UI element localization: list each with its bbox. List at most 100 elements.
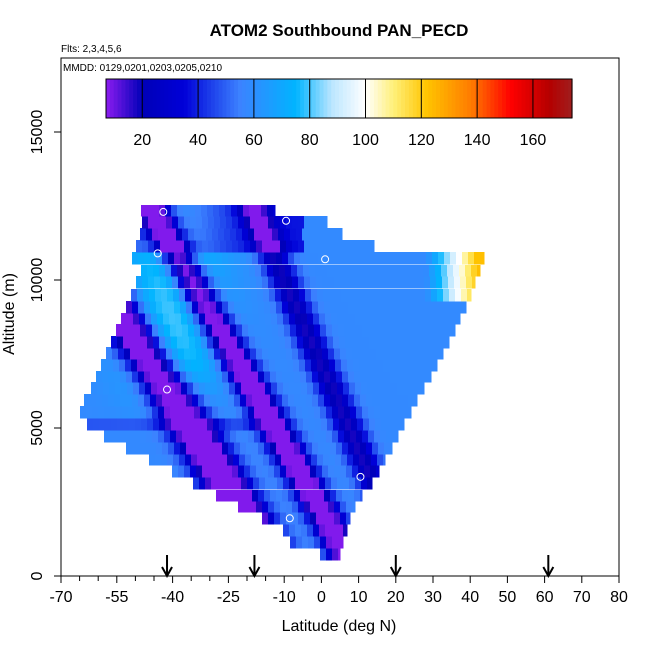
heatmap-cell: [380, 430, 387, 443]
heatmap-cell: [164, 406, 171, 419]
heatmap-cell: [136, 276, 143, 289]
heatmap-cell: [318, 371, 325, 383]
heatmap-cell: [244, 216, 251, 229]
heatmap-cell: [330, 394, 337, 407]
heatmap-cell: [330, 490, 337, 502]
heatmap-cell: [309, 265, 316, 277]
heatmap-cell: [353, 289, 360, 302]
heatmap-cell: [152, 430, 159, 443]
heatmap-cell: [375, 418, 382, 431]
heatmap-cell: [323, 289, 330, 302]
heatmap-cell: [193, 382, 200, 395]
heatmap-cell: [316, 501, 323, 513]
heatmap-cell: [402, 252, 409, 265]
heatmap-cell: [365, 359, 372, 372]
heatmap-cell: [302, 406, 309, 419]
heatmap-cell: [150, 252, 157, 265]
heatmap-cell: [322, 465, 329, 478]
colorbar-segment: [513, 79, 519, 118]
heatmap-cell: [339, 265, 346, 277]
heatmap-cell: [441, 265, 448, 277]
heatmap-cell: [262, 276, 269, 289]
heatmap-cell: [251, 453, 258, 466]
colorbar-segment: [401, 79, 406, 118]
x-tick-label: -40: [161, 589, 184, 606]
heatmap-cell: [169, 313, 176, 325]
heatmap-cell: [191, 453, 198, 466]
heatmap-cell: [386, 406, 393, 419]
heatmap-cell: [228, 442, 235, 455]
heatmap-cell: [142, 216, 149, 229]
heatmap-cell: [215, 359, 222, 372]
heatmap-cell: [318, 490, 325, 502]
heatmap-cell: [196, 240, 203, 253]
heatmap-cell: [268, 276, 275, 289]
heatmap-cell: [320, 406, 327, 419]
heatmap-cell: [204, 301, 211, 314]
heatmap-cell: [144, 442, 151, 455]
heatmap-cell: [256, 465, 263, 478]
heatmap-cell: [288, 252, 295, 265]
heatmap-cell: [297, 265, 304, 277]
heatmap-cell: [173, 359, 180, 372]
heatmap-cell: [290, 536, 297, 549]
heatmap-cell: [215, 453, 222, 466]
heatmap-cell: [284, 406, 291, 419]
heatmap-cell: [467, 289, 472, 302]
heatmap-cell: [155, 289, 162, 302]
heatmap-cell: [190, 347, 197, 360]
heatmap-cell: [294, 394, 301, 407]
colorbar-segment: [556, 79, 561, 118]
heatmap-cell: [247, 382, 254, 395]
heatmap-cell: [235, 477, 242, 490]
heatmap-cell: [347, 359, 354, 372]
heatmap-cell: [294, 490, 301, 502]
colorbar-segment: [214, 79, 220, 118]
heatmap-cell: [213, 336, 220, 349]
heatmap-cell: [306, 490, 313, 502]
heatmap-cell: [296, 324, 303, 337]
heatmap-cell: [360, 442, 367, 455]
heatmap-cell: [293, 359, 300, 372]
heatmap-cell: [150, 442, 157, 455]
heatmap-cell: [414, 301, 421, 314]
heatmap-cell: [87, 418, 94, 431]
heatmap-cell: [126, 371, 133, 383]
colorbar-segment: [498, 79, 503, 118]
heatmap-cell: [409, 382, 416, 395]
colorbar-segment: [280, 79, 286, 118]
x-tick-label: -25: [217, 589, 240, 606]
heatmap-cell: [402, 301, 409, 314]
heatmap-cell: [311, 359, 318, 372]
heatmap-cell: [465, 265, 472, 277]
heatmap-cell: [168, 252, 175, 265]
heatmap-cell: [137, 289, 144, 302]
y-tick-label: 0: [29, 571, 46, 580]
heatmap-cell: [420, 371, 427, 383]
heatmap-cell: [240, 490, 247, 502]
heatmap-cell: [432, 301, 439, 314]
heatmap-cell: [253, 477, 260, 490]
colorbar-segment: [529, 79, 534, 118]
heatmap-cell: [357, 418, 364, 431]
heatmap-cell: [288, 394, 295, 407]
heatmap-cell: [459, 265, 466, 277]
heatmap-cell: [279, 265, 286, 277]
heatmap-cell: [401, 289, 408, 302]
heatmap-cell: [172, 465, 179, 478]
heatmap-cell: [222, 371, 229, 383]
heatmap-cell: [312, 252, 319, 265]
heatmap-cell: [138, 301, 145, 314]
heatmap-cell: [213, 418, 220, 431]
heatmap-cell: [354, 442, 361, 455]
heatmap-cell: [176, 324, 183, 337]
heatmap-cell: [161, 453, 168, 466]
heatmap-cell: [370, 276, 377, 289]
heatmap-cell: [346, 276, 353, 289]
heatmap-cell: [348, 371, 355, 383]
heatmap-cell: [237, 418, 244, 431]
heatmap-cell: [283, 313, 290, 325]
heatmap-cell: [370, 347, 377, 360]
heatmap-cell: [275, 453, 282, 466]
heatmap-cell: [217, 382, 224, 395]
